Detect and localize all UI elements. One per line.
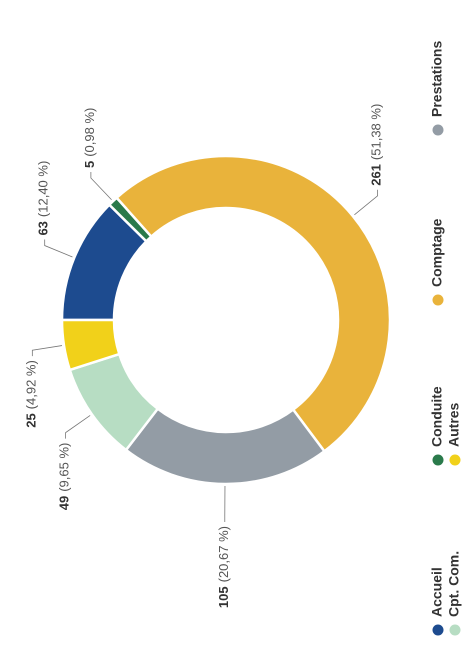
data-label: 49 (9,65 %) <box>57 443 72 511</box>
legend-label: Autres <box>446 402 462 447</box>
leader-line <box>44 239 73 258</box>
data-label-percent: (20,67 %) <box>216 526 231 582</box>
donut-slice <box>114 154 392 453</box>
legend-label: Prestations <box>429 41 445 117</box>
legend-label: Accueil <box>429 567 445 617</box>
data-label-value: 5 <box>82 161 97 168</box>
data-label-value: 261 <box>369 164 384 186</box>
data-label-percent: (4,92 %) <box>24 360 39 409</box>
leader-line <box>354 189 379 216</box>
legend-marker <box>432 294 444 306</box>
data-label-percent: (9,65 %) <box>57 443 72 492</box>
leader-line <box>65 415 91 439</box>
data-label-value: 49 <box>57 496 72 510</box>
data-label-percent: (0,98 %) <box>82 108 97 157</box>
legend-marker <box>432 624 444 636</box>
data-label-value: 63 <box>36 221 51 235</box>
data-label-percent: (51,38 %) <box>369 104 384 160</box>
data-label: 261 (51,38 %) <box>369 104 384 186</box>
donut-slice <box>60 318 121 372</box>
legend-marker <box>432 124 444 136</box>
legend-label: Comptage <box>429 218 445 287</box>
data-label: 63 (12,40 %) <box>36 161 51 236</box>
legend-marker <box>449 454 461 466</box>
legend-marker <box>432 454 444 466</box>
leader-line <box>31 345 63 357</box>
donut-slice <box>124 407 327 486</box>
data-label-value: 25 <box>24 413 39 427</box>
data-label-value: 105 <box>216 586 231 608</box>
data-label-percent: (12,40 %) <box>36 161 51 217</box>
legend-marker <box>449 624 461 636</box>
data-label: 25 (4,92 %) <box>24 360 39 428</box>
legend-label: Conduite <box>429 386 445 447</box>
data-label: 5 (0,98 %) <box>82 108 97 168</box>
data-label: 105 (20,67 %) <box>216 526 231 608</box>
legend-label: Cpt. Com. <box>446 551 462 617</box>
leader-line <box>90 172 112 201</box>
